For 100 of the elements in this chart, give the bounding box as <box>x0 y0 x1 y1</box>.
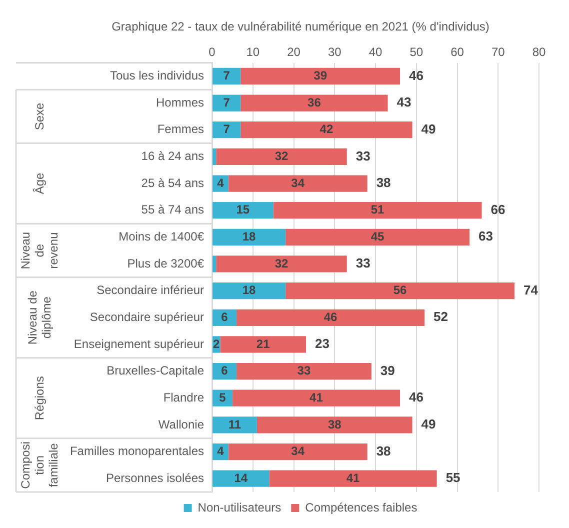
total-label: 38 <box>376 175 391 190</box>
total-label: 55 <box>446 470 460 486</box>
total-label: 23 <box>315 336 330 352</box>
chart-title: Graphique 22 - taux de vulnérabilité numérique en 2021 (% d'individus) <box>112 20 490 34</box>
total-label: 49 <box>421 121 436 136</box>
bar <box>212 202 274 219</box>
data-label: 45 <box>370 229 385 244</box>
total-label: 52 <box>434 309 448 324</box>
text: Âge <box>32 172 46 194</box>
data-label: 7 <box>223 122 230 136</box>
bar <box>286 228 470 246</box>
x-tick-label: 20 <box>287 44 301 59</box>
text: Régions <box>32 376 46 420</box>
bar <box>228 175 368 192</box>
bar <box>212 94 241 112</box>
data-label: 56 <box>393 283 408 298</box>
bar <box>216 256 347 272</box>
data-label: 39 <box>314 68 328 83</box>
data-label: 36 <box>308 95 322 110</box>
bar <box>256 416 412 434</box>
y-tick-label: 16 à 24 ans <box>141 149 204 163</box>
data-label: 34 <box>291 176 305 190</box>
total-label: 38 <box>376 443 391 458</box>
y-tick-label: Hommes <box>156 95 204 110</box>
text: Sexe <box>32 102 46 130</box>
total-label: 33 <box>356 148 370 164</box>
bar <box>212 282 286 300</box>
data-label: 7 <box>223 68 230 83</box>
bar <box>232 390 400 406</box>
bar <box>228 443 368 460</box>
data-label: 18 <box>242 283 256 298</box>
x-tick-label: 50 <box>410 44 424 59</box>
bar <box>220 336 306 353</box>
y-tick-label: Femmes <box>157 122 204 136</box>
total-label: 63 <box>478 228 493 244</box>
data-label: 46 <box>324 310 338 324</box>
total-label: 46 <box>409 390 424 405</box>
y-tick-label: Tous les individus <box>110 68 204 83</box>
bar <box>212 68 241 85</box>
text: Composition familiale <box>18 441 60 489</box>
total-label: 49 <box>421 416 436 432</box>
x-tick-label: 70 <box>491 44 506 59</box>
data-label: 6 <box>221 310 228 324</box>
data-label: 51 <box>370 202 385 217</box>
total-label: 33 <box>356 256 370 271</box>
legend-label: Compétences faibles <box>305 500 418 514</box>
x-tick-label: 30 <box>328 44 342 59</box>
data-label: 41 <box>310 390 324 404</box>
x-tick-label: 40 <box>368 44 382 59</box>
data-label: 4 <box>217 444 224 458</box>
y-tick-label: Enseignement supérieur <box>74 336 204 351</box>
total-label: 46 <box>409 68 424 83</box>
x-tick-label: 0 <box>208 44 216 59</box>
y-tick-label: Secondaire supérieur <box>90 310 204 324</box>
bar <box>236 309 425 326</box>
data-label: 32 <box>274 149 288 163</box>
data-label: 11 <box>228 417 242 432</box>
data-label: 41 <box>346 470 360 485</box>
y-tick-label: Personnes isolées <box>106 470 204 485</box>
total-label: 39 <box>380 362 395 378</box>
y-tick-label: 55 à 74 ans <box>141 202 204 217</box>
y-tick-label: Bruxelles-Capitale <box>106 364 204 378</box>
bar <box>240 94 388 112</box>
y-tick-label: Wallonie <box>158 417 204 432</box>
text: Niveau de diplôme <box>25 290 54 345</box>
data-label: 21 <box>256 336 270 351</box>
data-label: 6 <box>221 364 228 378</box>
bar <box>216 148 347 166</box>
data-label: 32 <box>274 256 288 270</box>
data-label: 14 <box>234 470 248 485</box>
y-tick-label: Secondaire inférieur <box>96 283 204 298</box>
data-label: 34 <box>291 444 305 458</box>
bar <box>212 256 216 272</box>
y-tick-label: Moins de 1400€ <box>118 229 204 244</box>
y-tick-label: Plus de 3200€ <box>127 256 204 270</box>
text: Niveau de revenu <box>18 232 60 270</box>
y-tick-label: 25 à 54 ans <box>141 176 204 190</box>
data-label: 33 <box>297 364 311 378</box>
bar <box>212 122 241 138</box>
total-label: 74 <box>523 282 539 298</box>
total-label: 43 <box>396 94 412 110</box>
data-label: 38 <box>328 417 342 432</box>
bar <box>212 148 216 166</box>
bar <box>240 122 412 138</box>
legend-label: Non-utilisateurs <box>198 500 282 514</box>
y-tick-label: Flandre <box>163 390 204 404</box>
x-tick-label: 10 <box>246 44 260 59</box>
bar <box>236 362 372 380</box>
total-label: 66 <box>490 202 506 217</box>
y-tick-label: Familles monoparentales <box>70 444 204 458</box>
bar <box>212 175 228 192</box>
data-label: 18 <box>242 229 256 244</box>
bar <box>212 228 286 246</box>
bar <box>212 470 270 487</box>
bar <box>212 416 257 434</box>
data-label: 7 <box>223 95 230 110</box>
data-label: 15 <box>236 202 250 217</box>
data-label: 42 <box>320 122 334 136</box>
data-label: 5 <box>219 390 226 404</box>
x-tick-label: 80 <box>532 44 546 59</box>
